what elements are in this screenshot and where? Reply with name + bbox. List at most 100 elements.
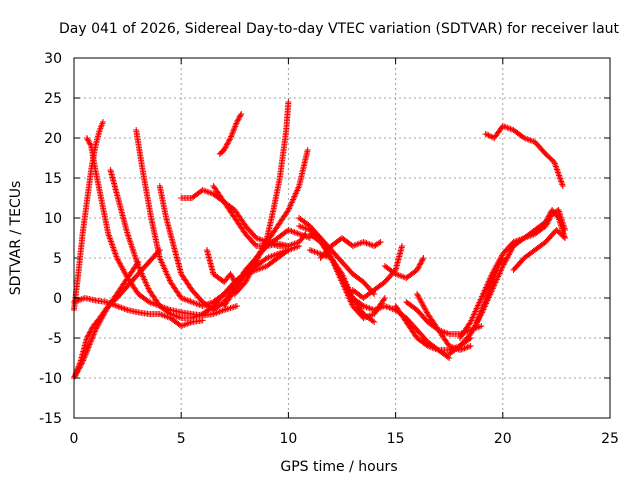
- data-point: [233, 120, 240, 127]
- data-point: [235, 116, 242, 123]
- data-point: [474, 319, 481, 325]
- data-point: [497, 259, 504, 265]
- data-point: [474, 317, 481, 324]
- data-point: [91, 329, 98, 336]
- data-point: [73, 369, 80, 376]
- data-point: [86, 140, 93, 147]
- series-track-10: [203, 247, 243, 285]
- data-point: [481, 299, 488, 306]
- series-track-28: [482, 123, 566, 189]
- data-point: [232, 123, 239, 130]
- data-point: [561, 235, 568, 241]
- data-point: [221, 147, 228, 153]
- y-tick-label: -5: [48, 331, 62, 347]
- data-point: [224, 140, 231, 147]
- data-point: [223, 143, 230, 149]
- series-track-19: [317, 235, 384, 261]
- data-point: [83, 335, 90, 341]
- data-point: [485, 288, 492, 295]
- data-point: [493, 268, 500, 275]
- data-point: [84, 333, 91, 340]
- data-point: [484, 292, 491, 299]
- data-point: [86, 341, 93, 348]
- x-tick-label: 20: [494, 431, 512, 447]
- data-point: [88, 337, 95, 344]
- data-point: [236, 113, 243, 120]
- y-axis-label: SDTVAR / TECUs: [8, 181, 24, 296]
- data-point: [371, 319, 378, 325]
- data-point: [499, 255, 506, 261]
- data-point: [499, 256, 506, 263]
- data-point: [99, 119, 106, 125]
- data-point: [227, 271, 234, 277]
- data-point: [416, 263, 423, 269]
- data-point: [480, 301, 487, 308]
- data-point: [88, 335, 95, 342]
- x-axis-label: GPS time / hours: [280, 459, 397, 475]
- data-point: [482, 296, 489, 303]
- data-point: [84, 345, 91, 352]
- data-point: [226, 137, 233, 144]
- data-point: [546, 211, 553, 217]
- data-point: [484, 291, 491, 297]
- data-point: [477, 310, 484, 317]
- data-point: [72, 372, 79, 379]
- data-point: [85, 344, 92, 351]
- data-point: [399, 243, 406, 249]
- data-point: [444, 354, 451, 360]
- x-tick-label: 10: [279, 431, 297, 447]
- data-point: [495, 263, 502, 269]
- data-point: [231, 124, 238, 131]
- series-track-5: [71, 295, 206, 329]
- data-point: [78, 360, 85, 367]
- series-track-11: [216, 111, 245, 157]
- data-point: [420, 255, 427, 261]
- data-point: [486, 286, 493, 293]
- data-point: [479, 304, 486, 311]
- data-point: [542, 219, 549, 225]
- data-point: [90, 331, 97, 338]
- data-point: [233, 303, 240, 309]
- data-point: [492, 271, 499, 278]
- data-point: [496, 260, 503, 267]
- data-point: [228, 133, 235, 140]
- x-tick-label: 0: [70, 431, 79, 447]
- data-point: [492, 270, 499, 277]
- data-point: [71, 373, 78, 380]
- x-tick-label: 25: [601, 431, 619, 447]
- data-point: [478, 308, 485, 315]
- data-point: [419, 257, 426, 264]
- data-point: [480, 302, 487, 309]
- data-point: [478, 307, 485, 314]
- data-point: [475, 314, 482, 321]
- data-point: [83, 135, 90, 141]
- data-point: [91, 328, 98, 335]
- data-point: [233, 119, 240, 125]
- data-point: [80, 356, 87, 363]
- data-point: [226, 136, 233, 143]
- x-tick-label: 15: [387, 431, 405, 447]
- data-point: [87, 340, 94, 347]
- data-point: [76, 364, 83, 371]
- data-point: [498, 257, 505, 264]
- data-point: [228, 272, 235, 279]
- data-point: [489, 277, 496, 284]
- x-tick-label: 5: [177, 431, 186, 447]
- data-point: [87, 141, 94, 148]
- data-point: [75, 367, 82, 373]
- data-point: [490, 276, 497, 283]
- data-point: [484, 131, 491, 138]
- data-point: [87, 338, 94, 345]
- y-tick-label: 15: [44, 171, 62, 187]
- data-point: [487, 285, 494, 292]
- data-point: [76, 365, 83, 372]
- data-point: [418, 259, 425, 265]
- data-point: [86, 139, 93, 145]
- data-point: [81, 353, 88, 360]
- data-point: [228, 273, 235, 280]
- data-point: [543, 217, 550, 224]
- y-tick-label: -15: [39, 411, 62, 427]
- y-tick-label: -10: [39, 371, 62, 387]
- data-point: [485, 132, 492, 139]
